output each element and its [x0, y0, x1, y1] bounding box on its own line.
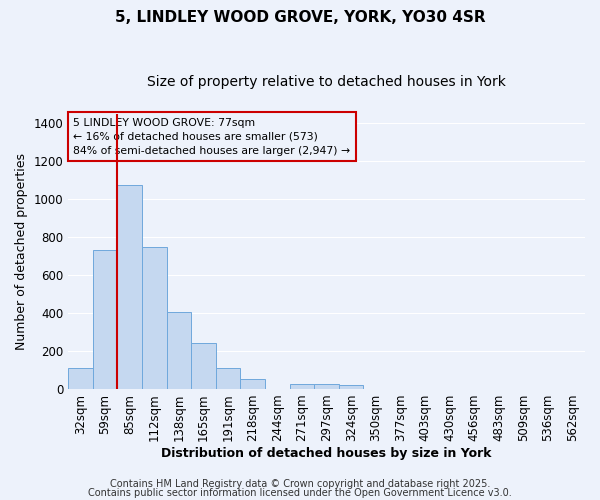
- Text: Contains public sector information licensed under the Open Government Licence v3: Contains public sector information licen…: [88, 488, 512, 498]
- X-axis label: Distribution of detached houses by size in York: Distribution of detached houses by size …: [161, 447, 492, 460]
- Y-axis label: Number of detached properties: Number of detached properties: [15, 153, 28, 350]
- Bar: [93, 250, 118, 389]
- Bar: [142, 246, 167, 389]
- Title: Size of property relative to detached houses in York: Size of property relative to detached ho…: [147, 75, 506, 89]
- Bar: [167, 312, 191, 389]
- Bar: [216, 368, 241, 389]
- Text: Contains HM Land Registry data © Crown copyright and database right 2025.: Contains HM Land Registry data © Crown c…: [110, 479, 490, 489]
- Bar: [339, 385, 364, 389]
- Text: 5, LINDLEY WOOD GROVE, YORK, YO30 4SR: 5, LINDLEY WOOD GROVE, YORK, YO30 4SR: [115, 10, 485, 25]
- Bar: [68, 368, 93, 389]
- Bar: [314, 384, 339, 389]
- Bar: [118, 185, 142, 389]
- Text: 5 LINDLEY WOOD GROVE: 77sqm
← 16% of detached houses are smaller (573)
84% of se: 5 LINDLEY WOOD GROVE: 77sqm ← 16% of det…: [73, 118, 350, 156]
- Bar: [290, 384, 314, 389]
- Bar: [191, 344, 216, 389]
- Bar: [241, 380, 265, 389]
